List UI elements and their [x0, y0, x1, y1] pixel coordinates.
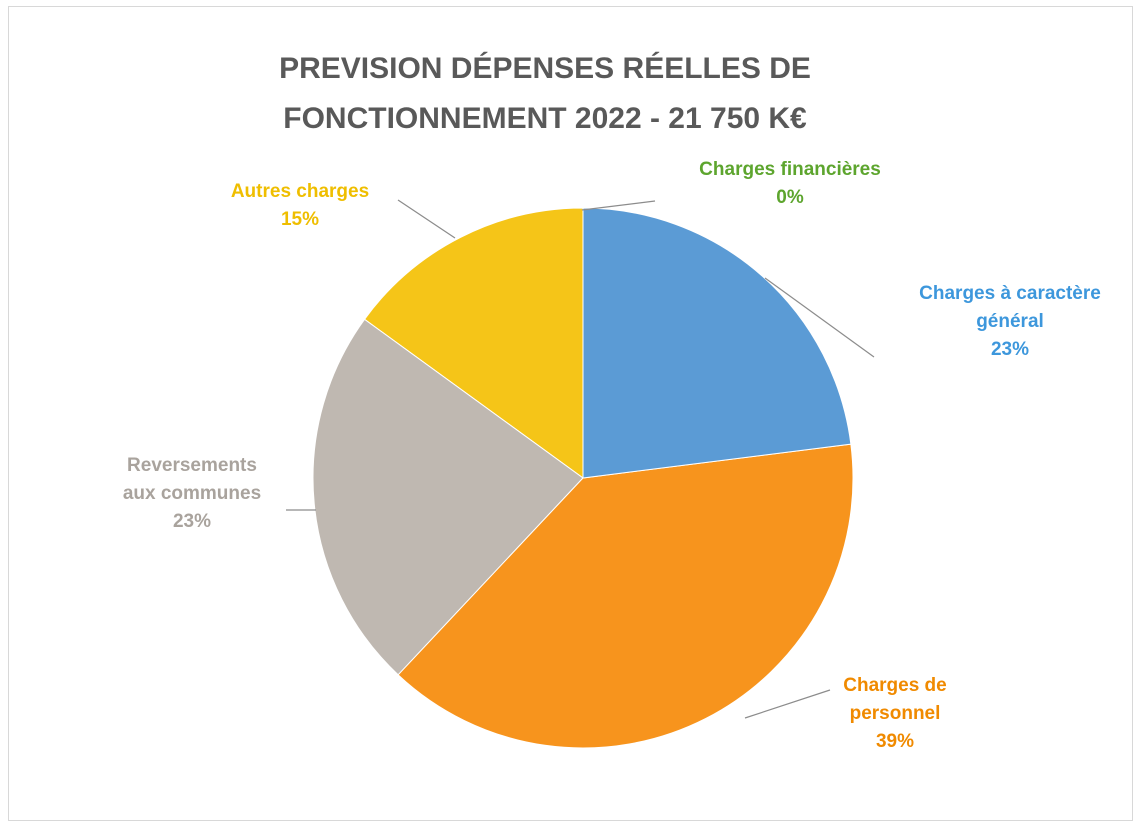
- data-label: Charges à caractère général 23%: [910, 280, 1110, 364]
- pie-slice: [397, 443, 854, 749]
- leader-line: [581, 200, 656, 211]
- leader-line: [397, 199, 456, 239]
- leader-line: [764, 277, 875, 358]
- value-label: 39%: [875, 731, 915, 752]
- data-label: Reversements aux communes 23%: [110, 452, 275, 536]
- category-label: Charges à caractère général: [919, 283, 1101, 332]
- pie-slice: [312, 318, 584, 676]
- category-label: Reversements aux communes: [122, 455, 262, 504]
- value-label: 23%: [990, 339, 1030, 360]
- chart-title: PREVISION DÉPENSES RÉELLES DE FONCTIONNE…: [279, 52, 811, 135]
- value-label: 23%: [172, 511, 212, 532]
- chart-frame: [8, 6, 1133, 821]
- pie-slice: [582, 207, 852, 479]
- pie-slice: [363, 207, 584, 479]
- category-label: Autres charges: [230, 181, 370, 202]
- data-label: Autres charges 15%: [231, 178, 369, 234]
- data-label: Charges financières 0%: [699, 156, 881, 212]
- leader-line: [744, 689, 831, 719]
- value-label: 0%: [776, 187, 804, 208]
- value-label: 15%: [280, 209, 320, 230]
- data-label: Charges de personnel 39%: [820, 672, 970, 756]
- category-label: Charges de personnel: [843, 675, 947, 724]
- category-label: Charges financières: [699, 159, 881, 180]
